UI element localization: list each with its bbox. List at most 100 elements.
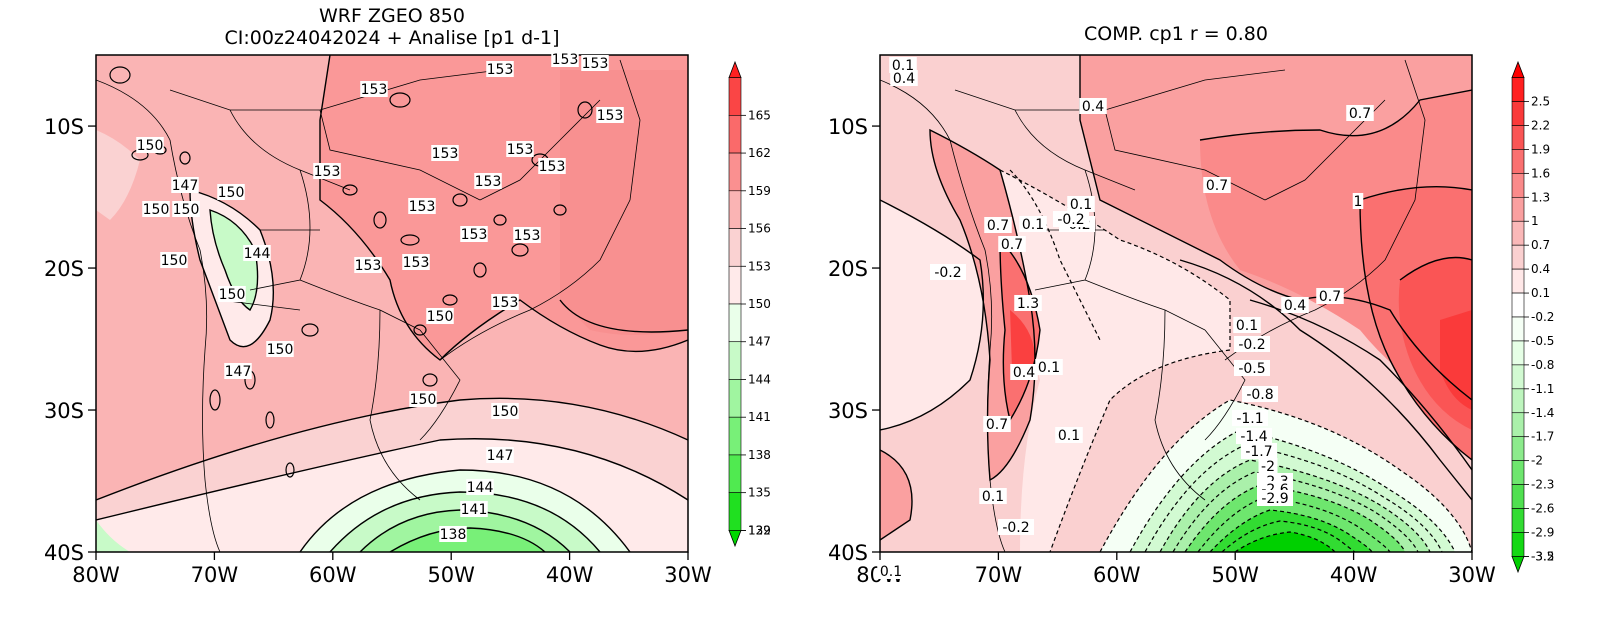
colorbar-segment bbox=[1511, 149, 1525, 174]
colorbar-segment bbox=[1511, 197, 1525, 222]
colorbar-segment bbox=[728, 77, 742, 116]
colorbar-label: 0.4 bbox=[1531, 262, 1550, 276]
contour-label: 150 bbox=[173, 202, 200, 218]
y-tick-label: 30S bbox=[828, 399, 868, 423]
colorbar-label: -3.2 bbox=[1531, 549, 1554, 563]
colorbar-segment bbox=[1511, 484, 1525, 509]
contour-label-bg bbox=[466, 479, 494, 495]
colorbar-label: -3.5 bbox=[1531, 549, 1554, 563]
y-tick-label: 10S bbox=[44, 115, 84, 139]
contour-label-bg bbox=[1233, 317, 1261, 333]
x-tick-label: 40W bbox=[546, 563, 594, 587]
colorbar-label: 0.7 bbox=[1531, 238, 1550, 252]
colorbar-segment bbox=[1511, 125, 1525, 150]
contour-label: 150 bbox=[492, 404, 519, 420]
contour-label: -2 bbox=[1261, 459, 1275, 475]
colorbar-segment bbox=[728, 115, 742, 154]
colorbar-label: 162 bbox=[748, 146, 771, 160]
colorbar-label: -0.5 bbox=[1531, 334, 1554, 348]
contour-label: -0.2 bbox=[1238, 337, 1265, 353]
y-tick-label: 20S bbox=[44, 257, 84, 281]
contour-label: 150 bbox=[137, 138, 164, 154]
colorbar-label: 2.2 bbox=[1531, 118, 1550, 132]
contour-label: 153 bbox=[597, 108, 624, 124]
contour-label-bg bbox=[1234, 360, 1270, 376]
x-tick-label: 50W bbox=[1211, 563, 1259, 587]
contour-label-bg bbox=[486, 61, 514, 77]
contour-label: 0.7 bbox=[1206, 178, 1228, 194]
right-contour-labels: 0.10.40.40.70.710.1-0.20.70.70.1-0.2-0.2… bbox=[877, 57, 1374, 580]
colorbar-segment bbox=[728, 341, 742, 380]
contour-label-bg bbox=[877, 563, 905, 579]
colorbar-segment bbox=[728, 190, 742, 229]
contour-label-bg bbox=[171, 177, 199, 193]
contour-label-bg bbox=[266, 341, 294, 357]
colorbar-label: 135 bbox=[748, 486, 771, 500]
colorbar-segment bbox=[1511, 292, 1525, 318]
contour-label: 0.1 bbox=[1070, 197, 1092, 213]
right-colorbar: 2.5 2.2 1.9 1.6 1.3 1 0.7 0.4 0.1 -0.2 -0.5 -0.8 -1.… bbox=[1511, 60, 1554, 574]
contour-label-bg bbox=[360, 81, 388, 97]
contour-label-bg bbox=[439, 526, 467, 542]
colorbar-label: -0.8 bbox=[1531, 358, 1554, 372]
contour-label: -1.1 bbox=[1236, 411, 1263, 427]
contour-label-bg bbox=[1035, 359, 1063, 375]
colorbar-label: 156 bbox=[748, 222, 771, 236]
colorbar-segment bbox=[1511, 388, 1525, 414]
contour-label: 0.7 bbox=[1319, 289, 1341, 305]
x-tick-label: 80W bbox=[72, 563, 120, 587]
contour-label: -1.4 bbox=[1240, 429, 1267, 445]
y-tick-label: 30S bbox=[44, 399, 84, 423]
colorbar-segment bbox=[1511, 316, 1525, 342]
left-axes: 80W 70W 60W 50W 40W 30W 10S 20S 30S 40S bbox=[44, 115, 712, 587]
contour-label: 0.1 bbox=[880, 564, 902, 580]
contour-label: 153 bbox=[314, 164, 341, 180]
contour-label: -0.2 bbox=[1057, 212, 1084, 228]
left-map-field bbox=[96, 55, 688, 552]
contour-label-bg bbox=[474, 173, 502, 189]
colorbar-segment bbox=[1511, 173, 1525, 198]
contour-label: 153 bbox=[507, 142, 534, 158]
contour-label: 0.1 bbox=[1058, 428, 1080, 444]
contour-label-bg bbox=[1234, 336, 1270, 352]
colorbar-label: 165 bbox=[748, 108, 771, 122]
x-tick-label: 50W bbox=[427, 563, 475, 587]
contour-label: 150 bbox=[410, 392, 437, 408]
left-map-frame bbox=[95, 54, 689, 553]
contour-label-bg bbox=[1241, 443, 1277, 459]
right-title: COMP. cp1 r = 0.80 bbox=[1084, 23, 1268, 45]
colorbar-label: 129 bbox=[748, 523, 771, 537]
colorbar-label: 2.5 bbox=[1531, 95, 1550, 109]
colorbar-bottom-arrow bbox=[1511, 556, 1525, 574]
contour-label-bg bbox=[1258, 458, 1278, 474]
contour-label-bg bbox=[491, 403, 519, 419]
colorbar-top-arrow bbox=[1511, 60, 1525, 78]
colorbar-segment bbox=[728, 303, 742, 343]
contour-label: 153 bbox=[539, 159, 566, 175]
contour-label: 147 bbox=[172, 178, 199, 194]
contour-label-bg bbox=[1067, 196, 1095, 212]
contour-label-bg bbox=[1053, 211, 1089, 227]
contour-label: 144 bbox=[467, 480, 494, 496]
contour-label-bg bbox=[998, 519, 1034, 535]
colorbar-label: -1.7 bbox=[1531, 430, 1554, 444]
contour-label-bg bbox=[538, 158, 566, 174]
contour-label: 0.7 bbox=[986, 417, 1008, 433]
contour-label-bg bbox=[486, 447, 514, 463]
contour-label: -0.8 bbox=[1246, 387, 1273, 403]
colorbar-label: -1.1 bbox=[1531, 382, 1554, 396]
contour-label: 0.7 bbox=[1349, 106, 1371, 122]
contour-label-bg bbox=[596, 107, 624, 123]
contour-label-bg bbox=[1232, 410, 1268, 426]
colorbar-label: 150 bbox=[748, 297, 771, 311]
x-tick-label: 60W bbox=[1093, 563, 1141, 587]
colorbar-top-arrow bbox=[728, 60, 742, 78]
contour-label: 153 bbox=[582, 56, 609, 72]
contour-label-bg bbox=[1316, 288, 1344, 304]
contour-label: 144 bbox=[244, 246, 271, 262]
colorbar-label: 141 bbox=[748, 410, 771, 424]
contour-label-bg bbox=[983, 416, 1011, 432]
colorbar-segment bbox=[1511, 364, 1525, 390]
